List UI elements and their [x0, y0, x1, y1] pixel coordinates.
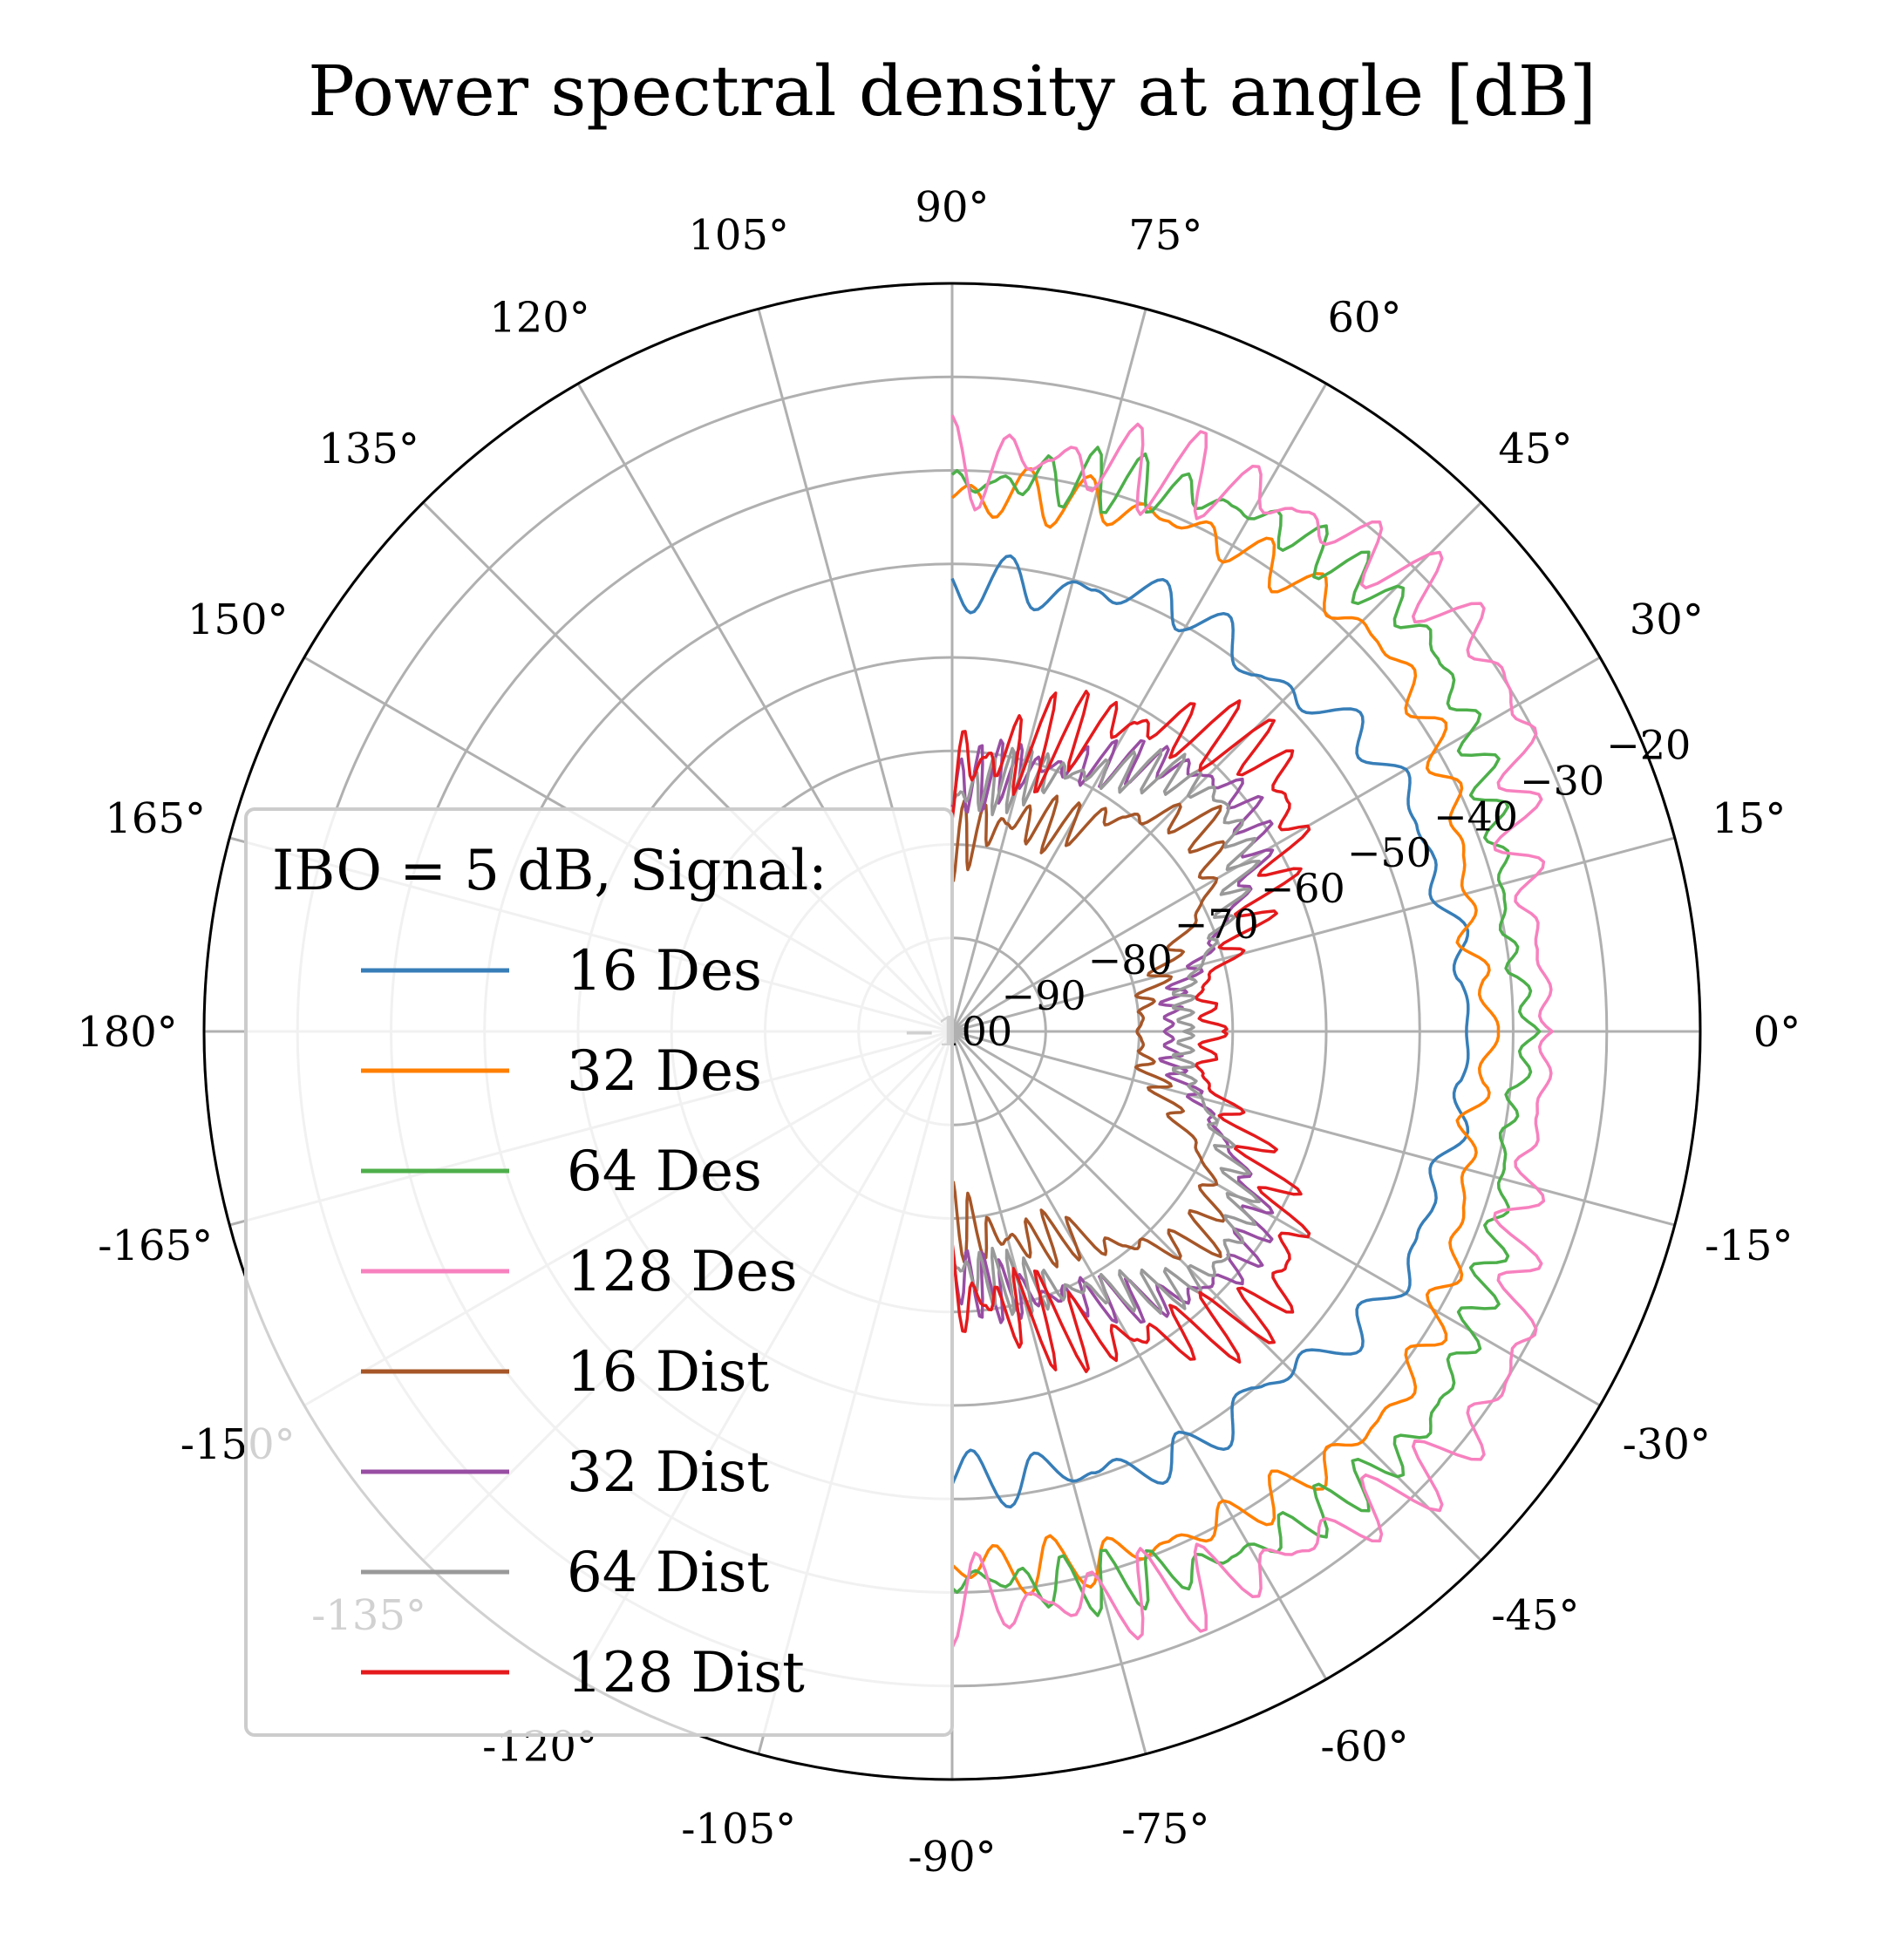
angular-tick-label: 165°: [105, 794, 206, 843]
legend-label: 128 Dist: [567, 1641, 805, 1705]
legend-label: 16 Des: [567, 939, 762, 1004]
angular-grid-line: [950, 1031, 1328, 1680]
series-line-64-dist: [950, 745, 1261, 1317]
series-line-128-des: [950, 414, 1554, 1649]
angular-tick-label: 60°: [1327, 294, 1401, 343]
angular-tick-label: -75°: [1121, 1805, 1209, 1854]
series-line-32-des: [950, 466, 1501, 1596]
series-line-16-dist: [950, 794, 1226, 1269]
legend: IBO = 5 dB, Signal: 16 Des 32 Des 64 Des 12…: [244, 807, 954, 1737]
angular-grid-line: [950, 1031, 1147, 1755]
legend-label: 32 Dist: [567, 1440, 769, 1505]
radial-tick-label: −90: [1002, 972, 1086, 1019]
angular-tick-label: 15°: [1712, 794, 1786, 843]
series-line-64-des: [950, 446, 1542, 1617]
tick-labels: 0° 15° 30° 45° 60° 75° 90° 105° 120° 135° 150° 165°…: [77, 183, 1801, 1882]
angular-tick-label: 120°: [489, 294, 590, 343]
series-line-128-dist: [950, 690, 1311, 1373]
radial-tick-label: −80: [1088, 936, 1173, 983]
angular-grid-line: [950, 383, 1328, 1032]
angular-tick-label: 90°: [915, 183, 989, 232]
legend-label: 32 Des: [567, 1039, 762, 1104]
legend-label: 16 Dist: [567, 1340, 769, 1405]
legend-items: 16 Des 32 Des 64 Des 128 Des 16 Dist 32 Dist 6…: [361, 939, 805, 1705]
radial-tick-label: −60: [1261, 865, 1345, 912]
radial-tick-label: −40: [1433, 793, 1518, 840]
radial-tick-label: −50: [1347, 829, 1432, 876]
series-lines: [950, 414, 1554, 1649]
outer-boundary: [202, 282, 1702, 1781]
angular-tick-label: 0°: [1753, 1008, 1801, 1057]
angular-tick-label: -165°: [98, 1222, 213, 1270]
angular-tick-label: 135°: [318, 425, 419, 473]
legend-label: 64 Dist: [567, 1541, 769, 1605]
radial-tick-label: −30: [1520, 758, 1604, 805]
angular-grid-line: [950, 501, 1482, 1033]
angular-tick-label: -60°: [1320, 1722, 1408, 1771]
angular-tick-label: -30°: [1623, 1420, 1711, 1469]
angular-tick-label: 75°: [1128, 211, 1202, 260]
angular-tick-label: 180°: [77, 1008, 178, 1057]
angular-tick-label: -15°: [1705, 1222, 1793, 1270]
legend-label: 128 Des: [567, 1240, 798, 1304]
angular-grid-line: [950, 308, 1147, 1032]
angular-grid-line: [951, 1030, 1601, 1407]
legend-frame: [244, 807, 954, 1737]
angular-tick-label: 105°: [688, 211, 789, 260]
radial-tick-label: −70: [1174, 901, 1259, 948]
angular-grid-line: [951, 656, 1601, 1033]
angular-tick-label: -105°: [681, 1805, 796, 1854]
angular-tick-label: 45°: [1498, 425, 1572, 473]
angular-grid-line: [951, 1030, 1676, 1227]
legend-title: IBO = 5 dB, Signal:: [272, 839, 827, 903]
angular-grid-line: [951, 836, 1676, 1033]
angular-tick-label: 30°: [1630, 595, 1704, 644]
angular-tick-label: -90°: [908, 1833, 996, 1882]
chart-title: Power spectral density at angle [dB]: [308, 51, 1596, 132]
series-line-16-des: [950, 554, 1470, 1509]
angular-grid-line: [950, 1030, 1482, 1562]
legend-label: 64 Des: [567, 1140, 762, 1204]
series-line-32-dist: [950, 738, 1275, 1324]
angular-tick-label: 150°: [187, 595, 289, 644]
angular-tick-label: -45°: [1491, 1591, 1579, 1640]
radial-tick-label: −20: [1606, 722, 1691, 769]
